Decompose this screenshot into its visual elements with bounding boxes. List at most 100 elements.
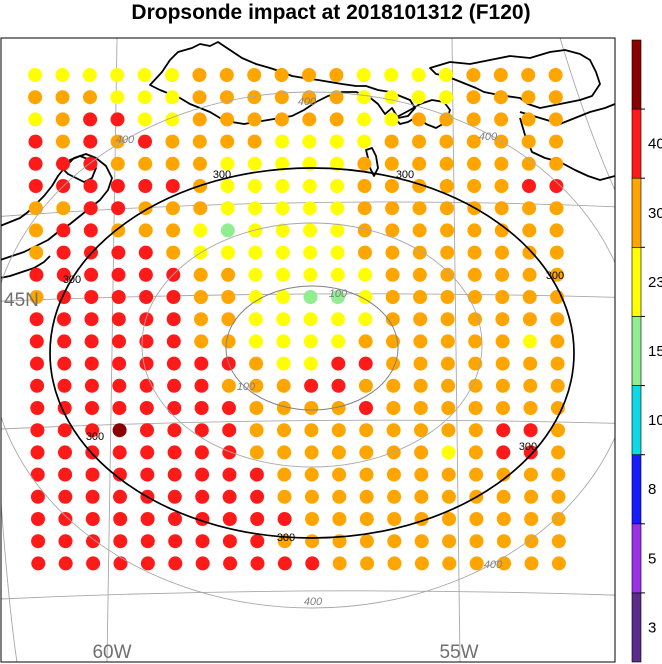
impact-dot [222, 512, 237, 526]
impact-dot [221, 334, 236, 349]
impact-dot [276, 334, 291, 349]
impact-dot [551, 423, 565, 438]
colorbar-label: 8 [648, 481, 656, 498]
impact-dot [358, 378, 373, 393]
impact-dot [494, 201, 509, 216]
impact-dot [551, 512, 566, 526]
impact-dot [521, 90, 536, 105]
impact-dot [440, 334, 455, 349]
impact-dot [331, 423, 346, 438]
impact-dot [414, 534, 429, 549]
impact-dot [522, 201, 537, 216]
impact-dot [467, 245, 482, 260]
impact-dot [113, 534, 128, 549]
impact-dot [332, 512, 347, 526]
impact-dot [356, 90, 371, 105]
impact-dot [411, 90, 426, 105]
impact-dot [140, 512, 155, 526]
impact-dot [414, 556, 429, 571]
impact-dot [493, 68, 508, 82]
impact-dot [31, 512, 45, 526]
impact-dot [332, 467, 347, 482]
impact-dot [222, 445, 237, 460]
impact-dot [139, 401, 154, 415]
impact-dot [167, 467, 182, 482]
impact-dot [85, 423, 100, 438]
contour-label: 300 [546, 270, 564, 282]
impact-dot [192, 134, 207, 149]
impact-dot [302, 90, 317, 105]
impact-dot [85, 467, 100, 482]
impact-dot [110, 112, 125, 127]
impact-dot [249, 467, 264, 482]
impact-dot [193, 290, 208, 304]
impact-dot [305, 534, 320, 549]
impact-dot [302, 179, 317, 193]
impact-dot [195, 534, 210, 549]
impact-dot [276, 356, 291, 371]
impact-dot [358, 356, 373, 371]
impact-dot [110, 156, 125, 171]
impact-dot [82, 68, 97, 82]
impact-dot [411, 112, 426, 127]
longitude-line-60w [106, 38, 118, 662]
impact-dot [112, 334, 126, 349]
impact-dot [193, 223, 208, 238]
impact-dot [412, 156, 427, 171]
impact-dot [138, 134, 152, 149]
impact-dot [413, 378, 428, 393]
impact-dot [192, 112, 207, 127]
impact-dot [29, 334, 44, 349]
impact-dot [84, 267, 99, 282]
impact-dot [168, 534, 183, 549]
impact-dot [304, 378, 319, 393]
impact-dot [85, 512, 100, 526]
impact-dot [467, 290, 482, 304]
impact-dot [84, 378, 99, 393]
impact-dot [248, 245, 263, 260]
coastline-newfoundland [149, 41, 416, 125]
impact-dot [275, 223, 290, 238]
impact-dot [442, 556, 457, 571]
impact-dot [111, 201, 126, 216]
impact-dot [303, 312, 318, 327]
impact-dot [440, 245, 455, 260]
impact-dot [549, 201, 564, 216]
impact-dot [522, 245, 537, 260]
impact-dot [248, 312, 263, 327]
impact-dot [466, 134, 481, 149]
impact-dot [413, 334, 428, 349]
contour-label: 300 [86, 431, 104, 443]
impact-dot [387, 512, 402, 526]
impact-dot [30, 356, 44, 371]
impact-dot [548, 68, 563, 82]
impact-dot [112, 401, 127, 415]
contour-label: 100 [237, 381, 256, 393]
impact-dot [138, 267, 153, 282]
impact-dot [58, 467, 73, 482]
impact-dot [277, 489, 292, 504]
impact-dot [221, 378, 236, 393]
impact-dot [468, 423, 483, 438]
impact-dot [86, 556, 101, 571]
impact-dot [303, 290, 318, 304]
impact-dot [331, 378, 346, 393]
impact-dot [331, 401, 346, 415]
impact-dot [57, 378, 72, 393]
impact-dot [468, 401, 483, 415]
impact-dot [250, 512, 265, 526]
impact-dot [247, 134, 262, 149]
impact-dot [413, 401, 428, 415]
impact-dot [221, 312, 236, 327]
impact-dot [83, 201, 98, 216]
impact-dot [467, 223, 482, 238]
impact-dot [220, 179, 235, 193]
impact-dot [247, 156, 262, 171]
contour-200 [141, 222, 483, 468]
impact-dot [385, 201, 400, 216]
impact-dot [469, 534, 484, 549]
impact-dot [468, 445, 483, 460]
colorbar-segment [631, 177, 642, 248]
graticule [1, 38, 615, 662]
contour-label: 300 [277, 532, 295, 544]
